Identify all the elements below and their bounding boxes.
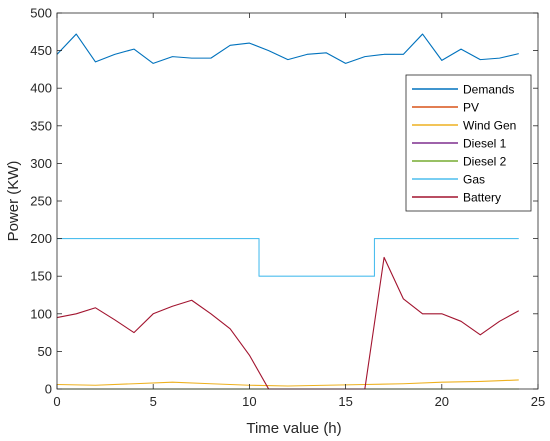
y-tick-label: 0 bbox=[45, 382, 52, 397]
y-axis-label: Power (KW) bbox=[5, 161, 22, 242]
series-line-gas bbox=[57, 238, 519, 277]
x-tick-label: 20 bbox=[435, 394, 449, 409]
legend-label: Battery bbox=[463, 191, 501, 205]
y-tick-label: 350 bbox=[30, 118, 52, 133]
x-axis-label: Time value (h) bbox=[246, 420, 341, 437]
legend-label: Diesel 1 bbox=[463, 137, 507, 151]
x-tick-label: 0 bbox=[53, 394, 60, 409]
y-tick-label: 100 bbox=[30, 306, 52, 321]
y-tick-label: 50 bbox=[38, 344, 52, 359]
series-line-demands bbox=[56, 33, 519, 64]
legend-label: PV bbox=[463, 101, 479, 115]
legend-label: Wind Gen bbox=[463, 119, 516, 133]
y-tick-label: 150 bbox=[30, 269, 52, 284]
y-tick-label: 300 bbox=[30, 156, 52, 171]
legend-label: Gas bbox=[463, 173, 485, 187]
x-tick-label: 25 bbox=[531, 394, 545, 409]
legend-label: Demands bbox=[463, 83, 514, 97]
series-line-wind-gen bbox=[56, 379, 519, 387]
legend-label: Diesel 2 bbox=[463, 155, 507, 169]
y-tick-label: 450 bbox=[30, 43, 52, 58]
y-tick-label: 200 bbox=[30, 231, 52, 246]
y-tick-label: 400 bbox=[30, 81, 52, 96]
y-tick-label: 500 bbox=[30, 6, 52, 21]
x-tick-label: 15 bbox=[338, 394, 352, 409]
legend: Demands PV Wind Gen Diesel 1 Diesel 2 Gas Batt… bbox=[405, 74, 532, 212]
x-tick-label: 10 bbox=[242, 394, 256, 409]
x-tick-label: 5 bbox=[150, 394, 157, 409]
y-tick-label: 250 bbox=[30, 194, 52, 209]
